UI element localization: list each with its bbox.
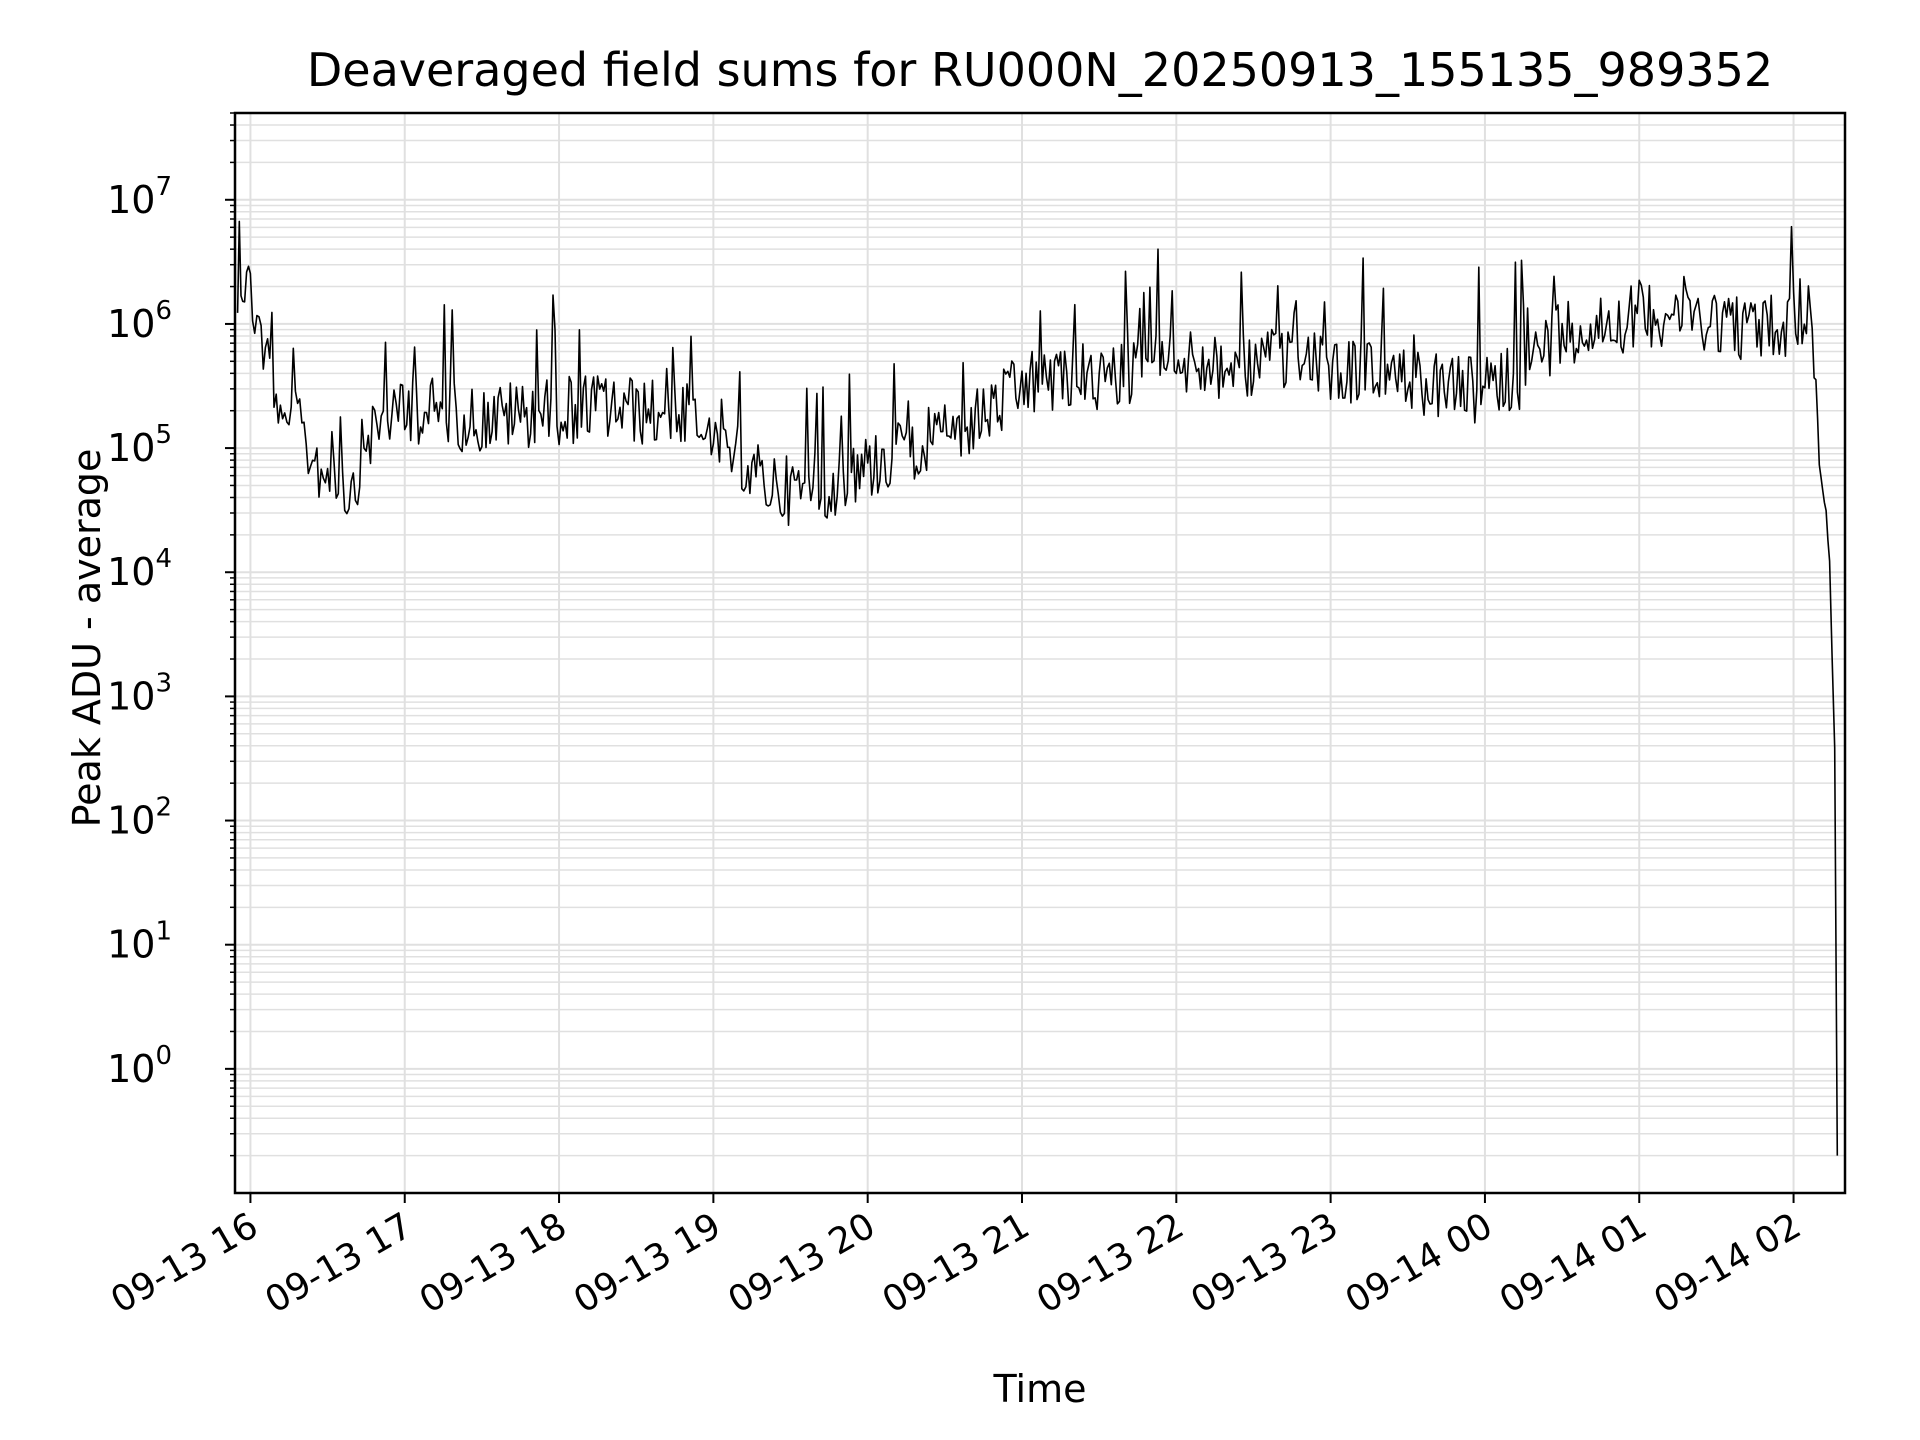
x-tick-label: 09-13 18	[413, 1205, 574, 1321]
y-tick-label: 106	[107, 296, 172, 346]
x-tick-label: 09-13 19	[567, 1205, 728, 1321]
y-tick-label: 104	[107, 544, 172, 594]
y-tick-label: 105	[107, 420, 172, 470]
x-tick-label: 09-14 01	[1493, 1205, 1654, 1321]
x-axis-label: Time	[993, 1367, 1087, 1411]
x-tick-label: 09-13 22	[1030, 1205, 1191, 1321]
chart-title: Deaveraged field sums for RU000N_2025091…	[307, 43, 1773, 97]
y-axis-label: Peak ADU - average	[65, 449, 109, 828]
plot-frame	[233, 111, 1847, 1195]
y-tick-label: 103	[107, 668, 172, 718]
x-tick-label: 09-14 02	[1647, 1205, 1808, 1321]
series-line	[236, 220, 1839, 1156]
y-tick-label: 100	[107, 1041, 172, 1091]
y-tick-label: 102	[107, 793, 172, 843]
x-tick-label: 09-13 21	[876, 1205, 1037, 1321]
x-tick-label: 09-14 00	[1339, 1205, 1500, 1321]
y-tick-label: 107	[107, 172, 172, 222]
x-tick-label: 09-13 17	[259, 1205, 420, 1321]
x-tick-label: 09-13 20	[722, 1205, 883, 1321]
x-tick-label: 09-13 23	[1184, 1205, 1345, 1321]
y-tick-label: 101	[107, 917, 172, 967]
x-tick-label: 09-13 16	[104, 1205, 265, 1321]
data-series	[236, 220, 1839, 1156]
grid-lines	[235, 112, 1845, 1193]
